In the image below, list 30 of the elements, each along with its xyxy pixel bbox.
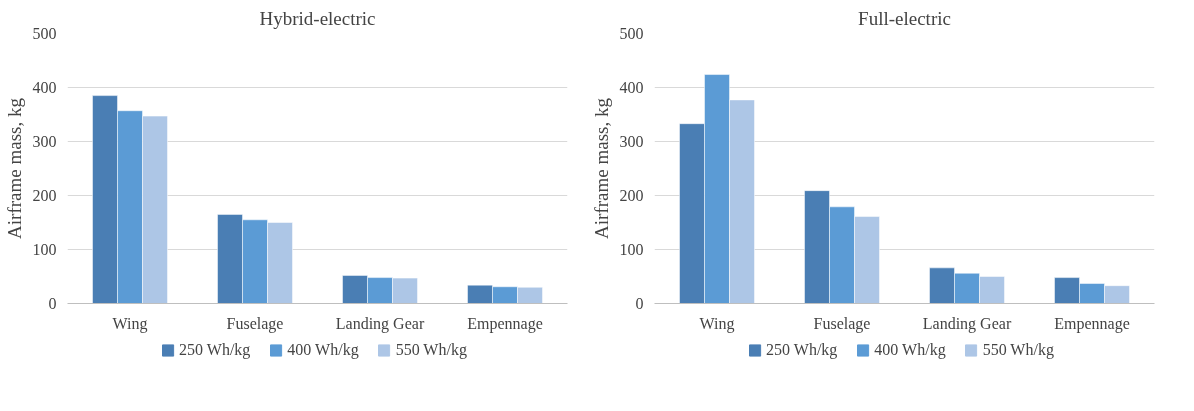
y-tick-label: 400 bbox=[619, 79, 644, 96]
x-tick-label: Landing Gear bbox=[922, 314, 1012, 333]
y-tick-label: 200 bbox=[32, 187, 57, 204]
y-tick-label: 400 bbox=[32, 79, 57, 96]
y-tick-label: 0 bbox=[48, 295, 57, 312]
x-tick-label: Landing Gear bbox=[335, 314, 425, 333]
legend-label: 550 Wh/kg bbox=[982, 341, 1054, 359]
chart-title: Full-electric bbox=[858, 7, 951, 29]
legend-label: 250 Wh/kg bbox=[766, 341, 838, 359]
x-tick-label: Fuselage bbox=[813, 314, 871, 333]
legend-label: 400 Wh/kg bbox=[287, 341, 359, 359]
legend-label: 550 Wh/kg bbox=[395, 341, 467, 359]
chart-title: Hybrid-electric bbox=[259, 7, 376, 29]
y-tick-label: 0 bbox=[635, 295, 644, 312]
x-tick-label: Wing bbox=[699, 314, 735, 333]
y-tick-label: 500 bbox=[32, 25, 57, 42]
y-tick-label: 200 bbox=[619, 187, 644, 204]
y-tick-label: 100 bbox=[32, 241, 57, 258]
y-axis-title: Airframe mass, kg bbox=[590, 97, 612, 239]
y-tick-label: 100 bbox=[619, 241, 644, 258]
x-tick-label: Fuselage bbox=[226, 314, 284, 333]
y-axis-title: Airframe mass, kg bbox=[3, 97, 25, 239]
y-tick-label: 300 bbox=[619, 133, 644, 150]
legend-label: 400 Wh/kg bbox=[874, 341, 946, 359]
x-tick-label: Wing bbox=[112, 314, 148, 333]
y-tick-label: 500 bbox=[619, 25, 644, 42]
legend-label: 250 Wh/kg bbox=[179, 341, 251, 359]
x-tick-label: Empennage bbox=[467, 314, 543, 333]
x-tick-label: Empennage bbox=[1054, 314, 1130, 333]
y-tick-label: 300 bbox=[32, 133, 57, 150]
